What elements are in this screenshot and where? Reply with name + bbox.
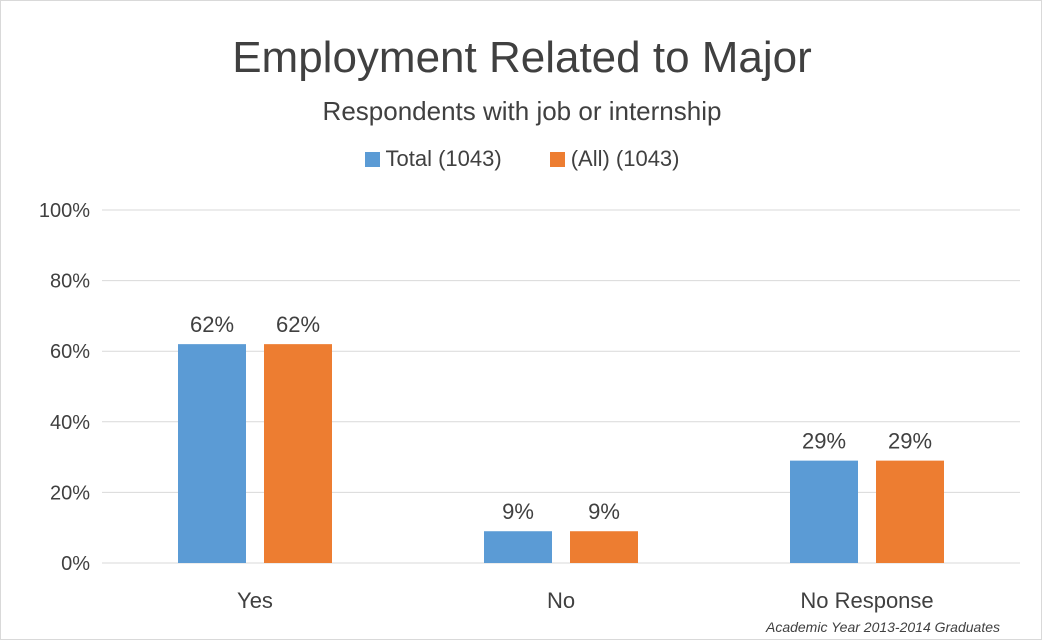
chart-subtitle: Respondents with job or internship	[322, 96, 722, 126]
bar	[264, 344, 332, 563]
x-category-label: No Response	[800, 588, 933, 613]
bar	[790, 460, 858, 563]
bar	[178, 344, 246, 563]
chart-legend: Total (1043) (All) (1043)	[0, 146, 1044, 172]
legend-swatch-all	[549, 151, 565, 167]
bar	[570, 531, 638, 563]
y-tick-label: 40%	[50, 412, 90, 434]
legend-swatch-total	[364, 151, 380, 167]
bar	[876, 460, 944, 563]
x-category-label: No	[547, 588, 575, 613]
y-tick-label: 60%	[50, 341, 90, 363]
legend-label-total: Total (1043)	[385, 146, 502, 171]
data-label: 9%	[588, 499, 620, 524]
y-tick-label: 80%	[50, 271, 90, 293]
data-label: 29%	[888, 429, 932, 454]
legend-item-total: Total (1043)	[364, 146, 502, 172]
chart-title: Employment Related to Major	[232, 33, 812, 82]
x-category-label: Yes	[237, 588, 273, 613]
data-label: 62%	[276, 312, 320, 337]
y-tick-label: 20%	[50, 482, 90, 504]
data-label: 62%	[190, 312, 234, 337]
footnote: Academic Year 2013-2014 Graduates	[765, 619, 1000, 635]
legend-label-all: (All) (1043)	[570, 146, 680, 171]
data-label: 29%	[802, 429, 846, 454]
legend-item-all: (All) (1043)	[549, 146, 680, 172]
bar	[484, 531, 552, 563]
y-tick-label: 0%	[61, 553, 90, 575]
y-tick-label: 100%	[39, 200, 90, 222]
data-label: 9%	[502, 499, 534, 524]
